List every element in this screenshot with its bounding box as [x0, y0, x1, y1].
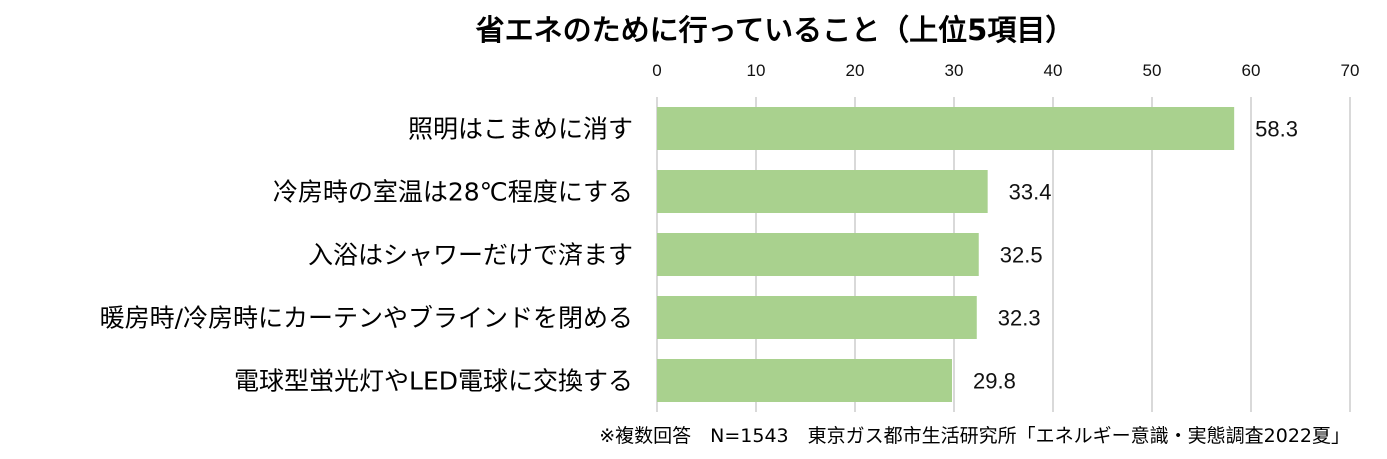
data-label-4: 29.8: [973, 369, 1016, 394]
chart-title: 省エネのために行っていること（上位5項目）: [476, 13, 1075, 47]
category-label-2: 入浴はシャワーだけで済ます: [308, 241, 633, 270]
category-label-0: 照明はこまめに消す: [408, 115, 633, 144]
category-label-1: 冷房時の室温は28℃程度にする: [273, 178, 633, 207]
x-tick-label-7: 70: [1341, 61, 1360, 80]
data-label-1: 33.4: [1009, 180, 1052, 205]
data-labels: 58.3 33.4 32.5 32.3 29.8: [973, 117, 1298, 394]
bar-3: [657, 296, 977, 339]
bars: [657, 107, 1235, 402]
x-tick-label-1: 10: [747, 61, 766, 80]
bar-4: [657, 359, 953, 402]
source-note: ※複数回答 N=1543 東京ガス都市生活研究所「エネルギー意識・実態調査202…: [599, 425, 1350, 447]
data-label-0: 58.3: [1255, 117, 1298, 142]
category-labels: 照明はこまめに消す冷房時の室温は28℃程度にする入浴はシャワーだけで済ます暖房時…: [100, 115, 633, 396]
category-label-4: 電球型蛍光灯やLED電球に交換する: [234, 367, 633, 396]
x-tick-label-5: 50: [1143, 61, 1162, 80]
x-tick-label-3: 30: [945, 61, 964, 80]
x-tick-label-0: 0: [652, 61, 661, 80]
bar-1: [657, 170, 988, 213]
x-tick-label-2: 20: [846, 61, 865, 80]
x-axis-ticks: 0 10 20 30 40 50 60 70: [652, 61, 1359, 80]
data-label-3: 32.3: [998, 306, 1041, 331]
data-label-2: 32.5: [1000, 243, 1043, 268]
category-label-3: 暖房時/冷房時にカーテンやブラインドを閉める: [100, 304, 633, 333]
bar-0: [657, 107, 1235, 150]
bar-2: [657, 233, 979, 276]
x-tick-label-4: 40: [1044, 61, 1063, 80]
x-tick-label-6: 60: [1242, 61, 1261, 80]
